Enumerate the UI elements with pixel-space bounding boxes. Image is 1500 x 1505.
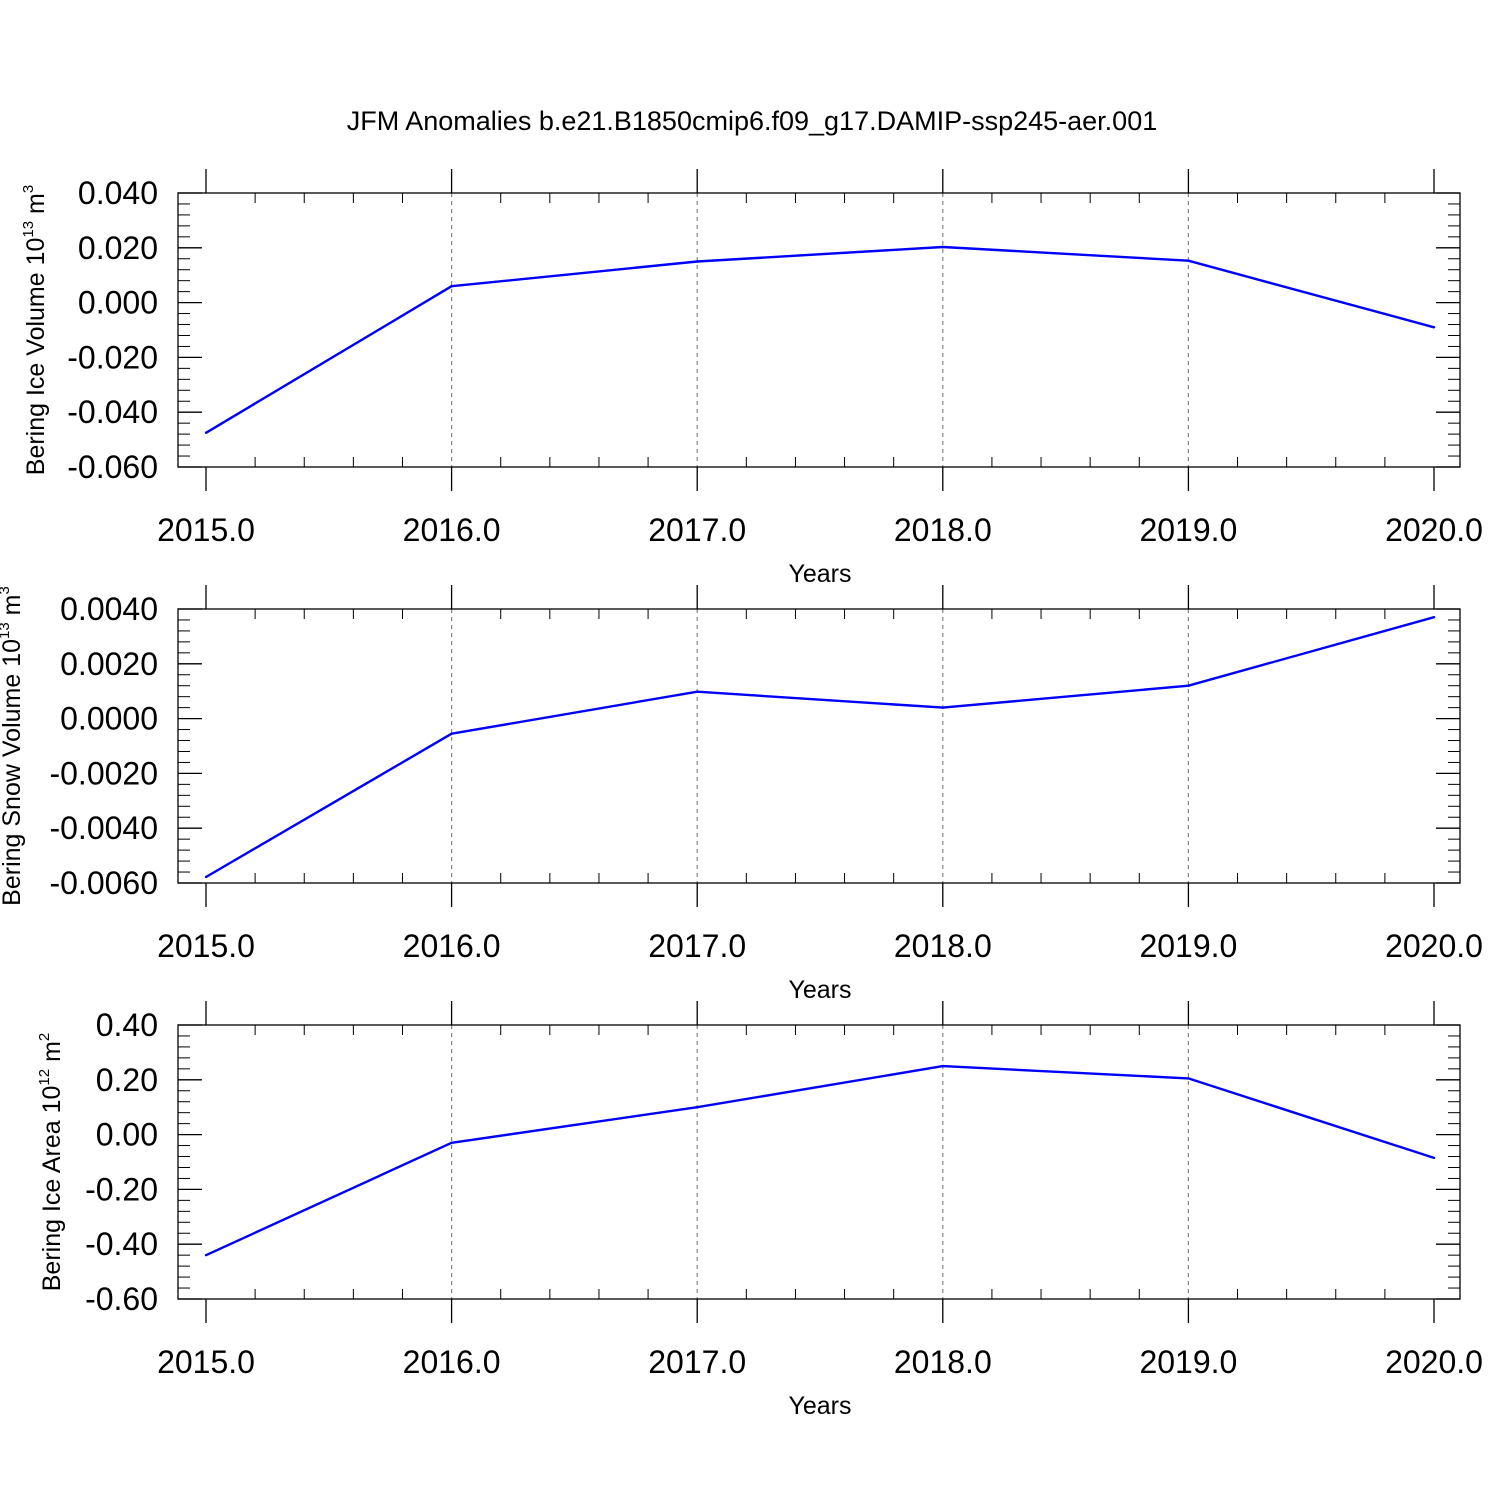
panel-2: 2015.0 2016.0 2017.0 2018.0 2019.0 2020.0 0.00… [0,585,1483,1004]
x-tick-label: 2015.0 [157,512,255,548]
x-axis-title: Years [788,560,851,588]
data-point [204,1253,208,1257]
x-tick-label: 2020.0 [1385,512,1483,548]
y-tick-label: 0.40 [96,1007,158,1043]
series-line [205,616,1435,879]
data-point [1187,259,1190,262]
x-tick-label: 2017.0 [648,928,746,964]
y-tick-label: 0.0040 [60,591,158,627]
data-point [941,1064,944,1068]
y-tick-label: 0.0000 [60,701,158,737]
series-line [205,1064,1435,1257]
data-point [696,690,699,693]
y-tick-label: -0.40 [85,1226,158,1262]
plot-frame [177,608,1461,884]
x-tick-label: 2018.0 [894,928,992,964]
y-tick-label: -0.020 [67,339,158,375]
data-point [1432,1156,1436,1160]
data-point [1187,1077,1190,1080]
series-line [205,245,1435,434]
y-tick-label: 0.00 [96,1117,158,1153]
plot-frame [177,192,1461,468]
data-point [941,706,944,709]
data-point [450,732,453,735]
x-tick-label: 2017.0 [648,512,746,548]
x-tick-label: 2015.0 [157,928,255,964]
y-tick-label: -0.040 [67,394,158,430]
y-axis-title: Bering Snow Volume 1013 m3 [0,586,26,906]
x-tick-label: 2018.0 [894,1344,992,1380]
y-tick-label: -0.20 [85,1171,158,1207]
x-axis-title: Years [788,1392,851,1420]
plot-frame [177,1024,1461,1300]
y-tick-label: 0.000 [78,285,158,321]
y-tick-label: -0.0040 [49,810,158,846]
data-point [696,260,699,263]
y-tick-label: 0.0020 [60,646,158,682]
y-tick-label: -0.0020 [49,755,158,791]
data-point [941,245,944,249]
data-point [1432,616,1436,619]
y-tick-label: 0.20 [96,1062,158,1098]
y-tick-label: -0.060 [67,449,158,485]
y-tick-label: -0.60 [85,1281,158,1317]
x-tick-label: 2020.0 [1385,928,1483,964]
data-point [450,284,453,288]
data-point [450,1141,453,1145]
x-tick-label: 2016.0 [403,1344,501,1380]
x-tick-label: 2017.0 [648,1344,746,1380]
x-tick-label: 2019.0 [1139,928,1237,964]
data-point [204,875,208,879]
y-tick-label: 0.040 [78,175,158,211]
x-tick-label: 2016.0 [403,512,501,548]
y-axis-title: Bering Ice Volume 1013 m3 [20,185,50,475]
data-point [1432,326,1436,329]
x-axis-title: Years [788,976,851,1004]
data-point [204,431,208,434]
x-tick-label: 2018.0 [894,512,992,548]
data-point [1187,684,1190,687]
x-tick-label: 2019.0 [1139,1344,1237,1380]
panel-1: 2015.0 2016.0 2017.0 2018.0 2019.0 2020.0 0.04… [20,169,1483,588]
x-tick-label: 2016.0 [403,928,501,964]
panel-3: 2015.0 2016.0 2017.0 2018.0 2019.0 2020.0 0.40… [36,1001,1483,1420]
data-point [696,1106,699,1109]
x-tick-label: 2019.0 [1139,512,1237,548]
y-axis-title: Bering Ice Area 1012 m2 [36,1033,66,1292]
x-tick-label: 2015.0 [157,1344,255,1380]
y-tick-label: -0.0060 [49,865,158,901]
chart-title: JFM Anomalies b.e21.B1850cmip6.f09_g17.D… [347,106,1157,136]
y-tick-label: 0.020 [78,230,158,266]
x-tick-label: 2020.0 [1385,1344,1483,1380]
